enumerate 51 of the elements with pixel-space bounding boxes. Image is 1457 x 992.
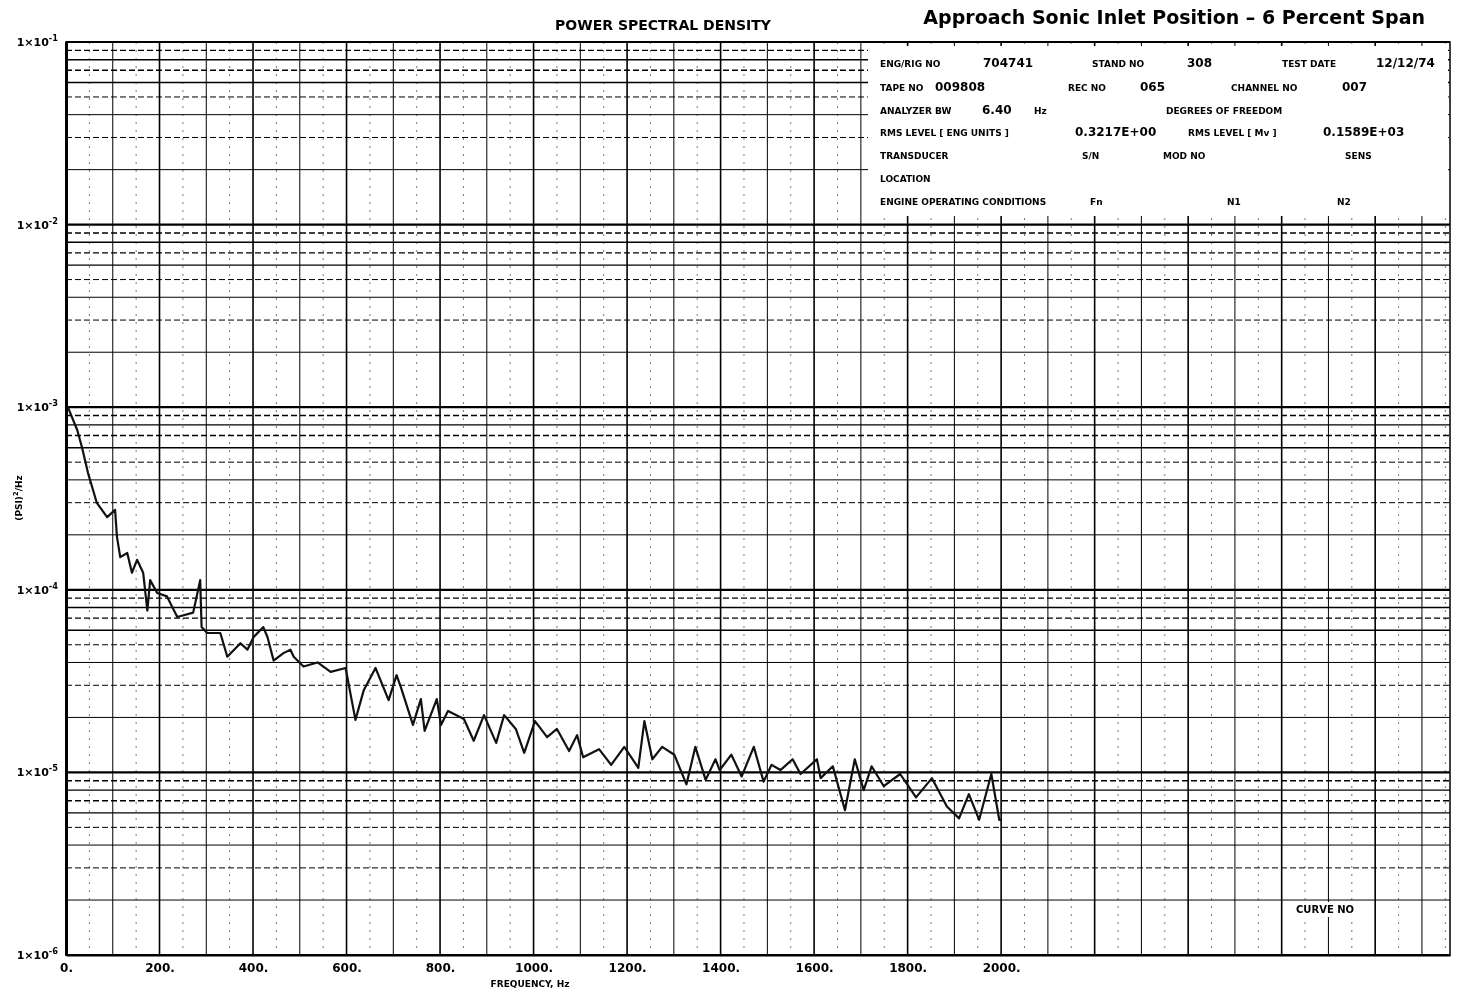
annotation: LOCATION [880, 174, 931, 184]
chart-title: POWER SPECTRAL DENSITY [555, 17, 772, 33]
x-tick-label: 1200. [608, 960, 647, 975]
annotation: N2 [1337, 197, 1351, 207]
line-series [66, 406, 1003, 821]
annotation: ENG/RIG NO [880, 59, 941, 69]
chart-subtitle: Approach Sonic Inlet Position – 6 Percent Span [923, 6, 1425, 28]
annotation: ENGINE OPERATING CONDITIONS [880, 197, 1047, 207]
x-tick-label: 1800. [889, 960, 928, 975]
annotation: MOD NO [1163, 151, 1206, 161]
x-tick-label: 0. [60, 960, 73, 975]
y-tick-label: 1×10$^{-6}$ [16, 946, 59, 963]
x-tick-label: 1400. [702, 960, 741, 975]
annotation: RMS LEVEL [ ENG UNITS ] [880, 128, 1009, 138]
y-tick-label: 1×10$^{-1}$ [16, 33, 59, 50]
x-tick-label: 800. [425, 960, 456, 975]
x-tick-label: 2000. [982, 960, 1021, 975]
y-tick-label: 1×10$^{-3}$ [16, 398, 59, 415]
x-tick-label: 1000. [515, 960, 554, 975]
annotation: TRANSDUCER [880, 151, 949, 161]
annotation: STAND NO [1092, 59, 1145, 69]
x-axis-title: FREQUENCY, Hz [490, 979, 570, 989]
annotation: S/N [1082, 151, 1100, 161]
y-tick-label: 1×10$^{-5}$ [16, 763, 59, 780]
y-tick-label: 1×10$^{-2}$ [16, 215, 59, 232]
annotation: 065 [1140, 80, 1166, 94]
annotation: DEGREES OF FREEDOM [1166, 106, 1283, 116]
annotation: 6.40 [982, 103, 1012, 117]
annotation: CHANNEL NO [1231, 83, 1298, 93]
annotation: 704741 [983, 56, 1034, 70]
annotation: N1 [1227, 197, 1241, 207]
annotation: Fn [1090, 197, 1103, 207]
annotation: 0.1589E+03 [1323, 125, 1405, 139]
annotation: REC NO [1068, 83, 1107, 93]
annotation: RMS LEVEL [ Mv ] [1188, 128, 1277, 138]
x-tick-label: 200. [145, 960, 175, 975]
annotation: SENS [1345, 151, 1372, 161]
annotation: ANALYZER BW [880, 106, 952, 116]
annotation: CURVE NO [1296, 904, 1355, 915]
annotation: 007 [1342, 80, 1368, 94]
x-tick-label: 400. [238, 960, 269, 975]
annotation: TEST DATE [1282, 59, 1337, 69]
annotation: 308 [1187, 56, 1213, 70]
annotation: Hz [1034, 106, 1047, 116]
y-tick-label: 1×10$^{-4}$ [16, 580, 59, 597]
x-tick-label: 600. [332, 960, 362, 975]
annotation: TAPE NO [880, 83, 924, 93]
annotation: 0.3217E+00 [1075, 125, 1157, 139]
annotation: 12/12/74 [1376, 56, 1435, 70]
x-tick-label: 1600. [795, 960, 834, 975]
annotation: 009808 [935, 80, 986, 94]
